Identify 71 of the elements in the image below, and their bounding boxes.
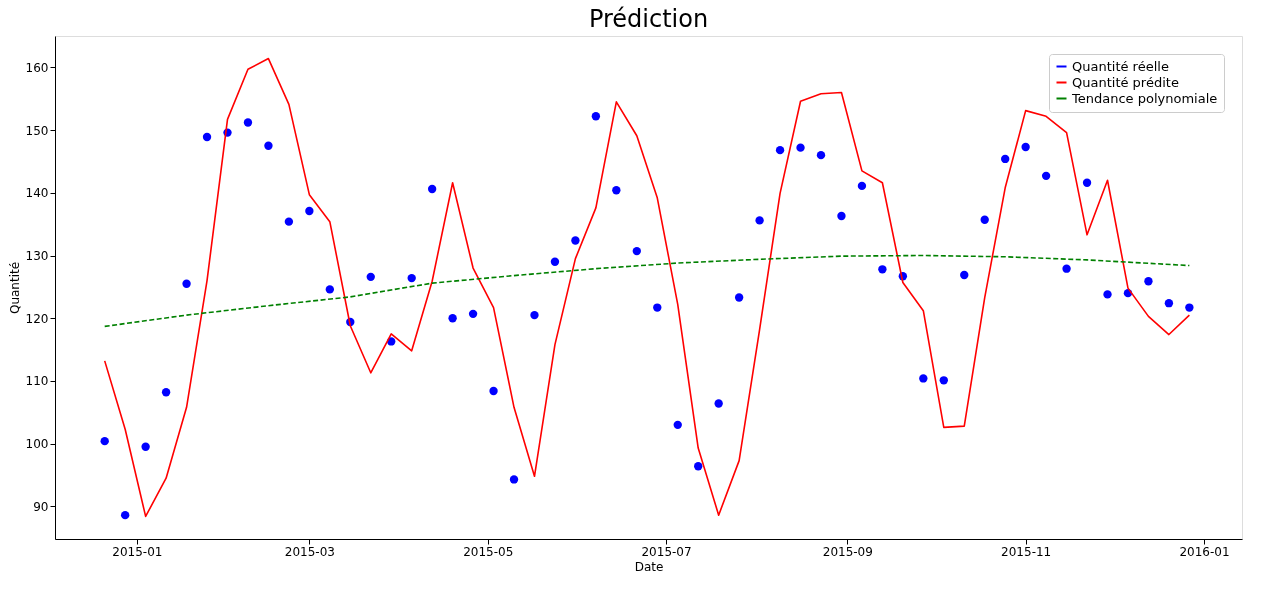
x-tick-label: 2015-07	[641, 544, 692, 559]
point	[366, 272, 375, 282]
x-tick-label: 2015-11	[1001, 544, 1052, 559]
point	[939, 376, 948, 385]
point	[612, 186, 621, 195]
point	[325, 285, 335, 294]
y-tick-label: 110	[25, 374, 49, 389]
point	[857, 181, 867, 191]
point	[1062, 264, 1071, 273]
point	[407, 273, 416, 283]
point	[448, 314, 457, 323]
point	[755, 216, 764, 225]
point	[816, 150, 826, 160]
point	[878, 265, 887, 274]
point	[591, 112, 601, 121]
point	[182, 279, 191, 288]
point	[427, 184, 437, 194]
point	[141, 442, 150, 451]
y-tick-label: 130	[25, 249, 49, 264]
line-series	[103, 254, 1191, 328]
legend-label: Quantité prédite	[1072, 74, 1179, 90]
x-tick-label: 2016-01	[1179, 544, 1230, 559]
x-tick-label: 2015-09	[822, 544, 873, 559]
point	[100, 436, 109, 446]
point	[775, 145, 785, 155]
x-axis-title: Date	[634, 559, 664, 574]
x-tick-label: 2015-03	[284, 544, 335, 559]
x-tick-label: 2015-05	[463, 544, 514, 559]
point	[653, 303, 662, 312]
point	[1144, 277, 1153, 286]
y-tick-label: 150	[25, 123, 49, 138]
point	[673, 420, 682, 430]
point	[509, 475, 519, 484]
point	[919, 374, 928, 383]
point	[243, 118, 253, 127]
point	[202, 132, 212, 142]
point	[632, 246, 641, 256]
point	[1021, 142, 1030, 152]
point	[1103, 290, 1112, 299]
point	[1185, 303, 1194, 312]
chart-title: Prédiction	[588, 5, 709, 33]
point	[284, 217, 294, 226]
point	[305, 206, 314, 216]
point	[960, 270, 969, 280]
point	[120, 510, 130, 520]
point	[734, 293, 744, 302]
point	[837, 211, 846, 221]
point	[796, 143, 805, 152]
y-tick-label: 90	[33, 499, 49, 514]
point	[1082, 178, 1092, 187]
y-tick-label: 120	[25, 311, 49, 326]
point	[1001, 154, 1010, 164]
legend-label: Quantité réelle	[1072, 58, 1169, 74]
point	[530, 310, 539, 320]
y-tick-label: 140	[25, 186, 49, 201]
legend-label: Tendance polynomiale	[1071, 90, 1218, 106]
point	[550, 257, 560, 266]
point	[161, 388, 171, 397]
y-axis-title: Quantité	[7, 261, 22, 315]
y-tick-label: 100	[25, 437, 49, 452]
point	[571, 236, 580, 245]
x-tick-label: 2015-01	[112, 544, 163, 559]
point	[980, 215, 989, 224]
point	[1164, 299, 1174, 308]
point	[1041, 171, 1051, 181]
y-tick-label: 160	[25, 60, 49, 75]
point	[264, 141, 273, 150]
point	[714, 399, 723, 408]
point	[489, 386, 498, 396]
point	[694, 462, 703, 471]
point	[468, 309, 478, 319]
